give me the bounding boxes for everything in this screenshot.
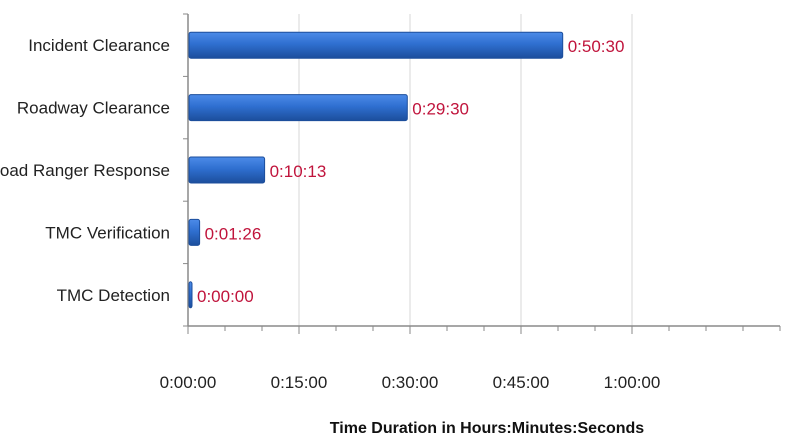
axis-layer: 0:00:00 0:15:00 0:30:00 0:45:00 1:00:00 — [160, 13, 781, 392]
x-tick-label: 1:00:00 — [604, 373, 661, 392]
grid-layer — [298, 14, 633, 326]
label-layer: Incident Clearance 0:50:30 Roadway Clearan… — [0, 36, 624, 306]
data-label: 0:00:00 — [197, 287, 254, 306]
x-tick-label: 0:15:00 — [271, 373, 328, 392]
bar-roadway-clearance — [188, 94, 408, 122]
bar-incident-clearance — [188, 31, 564, 59]
data-label: 0:01:26 — [205, 224, 262, 243]
x-tick-label: 0:00:00 — [160, 373, 217, 392]
bar-road-ranger-response — [188, 156, 266, 184]
category-label: Roadway Clearance — [17, 99, 170, 118]
bar-tmc-detection — [188, 281, 193, 309]
bar-layer — [188, 31, 564, 309]
x-axis-title: Time Duration in Hours:Minutes:Seconds — [330, 420, 645, 437]
data-label: 0:10:13 — [270, 162, 327, 181]
category-label: Road Ranger Response — [0, 161, 170, 180]
category-label: Incident Clearance — [28, 36, 170, 55]
data-label: 0:50:30 — [568, 37, 625, 56]
x-tick-label: 0:30:00 — [382, 373, 439, 392]
bar-tmc-verification — [188, 218, 201, 246]
category-label: TMC Detection — [57, 286, 170, 305]
category-label: TMC Verification — [45, 223, 170, 242]
data-label: 0:29:30 — [412, 100, 469, 119]
x-tick-label: 0:45:00 — [493, 373, 550, 392]
